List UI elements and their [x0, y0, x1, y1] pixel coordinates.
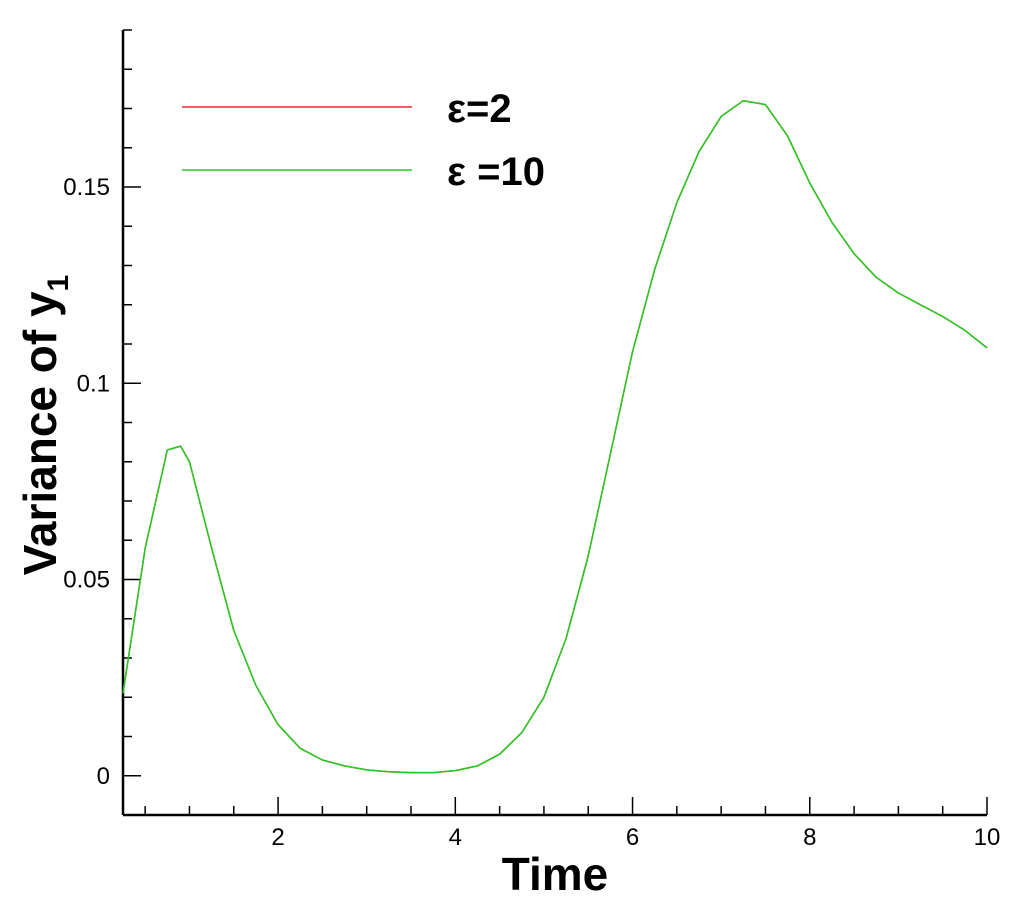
- y-tick-label: 0: [97, 763, 110, 790]
- series-layer: [122, 99, 988, 774]
- y-axis-title-subscript: 1: [42, 275, 75, 292]
- axes: [121, 30, 987, 817]
- x-tick-label: 6: [626, 824, 639, 851]
- legend-label-eps10: ε =10: [447, 150, 545, 194]
- x-tick-label: 2: [271, 824, 284, 851]
- x-axis-title: Time: [502, 848, 609, 900]
- y-axis-title: Variance of y1: [14, 275, 75, 576]
- series-line-eps2: [122, 99, 988, 774]
- legend: ε=2 ε =10: [182, 87, 545, 194]
- y-tick-label: 0.05: [63, 567, 110, 594]
- y-tick-label: 0.15: [63, 174, 110, 201]
- x-tick-label: 4: [449, 824, 462, 851]
- x-ticks: 2 4 6 8 10: [144, 797, 1001, 851]
- legend-label-eps2: ε=2: [447, 87, 512, 131]
- x-tick-label: 8: [803, 824, 816, 851]
- x-tick-label: 10: [974, 824, 1001, 851]
- y-ticks: 0 0.05 0.1 0.15: [63, 29, 141, 816]
- y-tick-label: 0.1: [77, 370, 110, 397]
- y-axis-title-main: Variance of y: [14, 291, 66, 575]
- series-line-eps10: [122, 99, 988, 774]
